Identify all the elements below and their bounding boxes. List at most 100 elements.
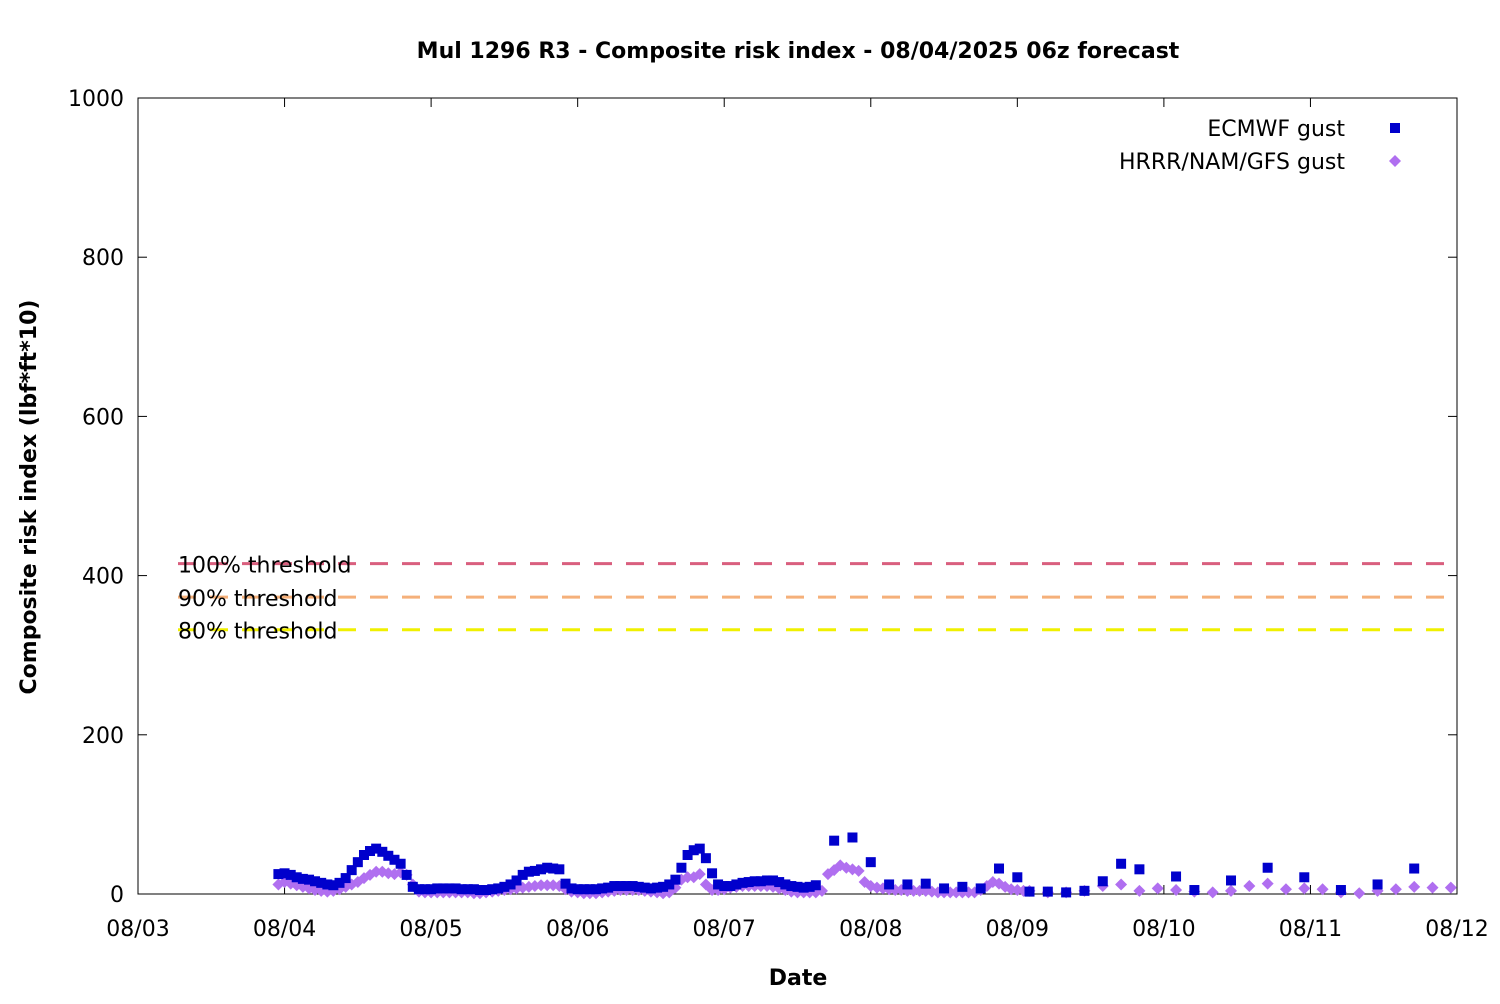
- ecmwf-point: [590, 884, 601, 895]
- ecmwf-point: [810, 880, 821, 891]
- y-tick-label: 1000: [68, 87, 124, 112]
- ecmwf-point: [407, 881, 418, 892]
- series-ecmwf: [273, 832, 1420, 898]
- hrrr-point: [1115, 878, 1128, 891]
- ecmwf-point: [340, 873, 351, 884]
- hrrr-point: [852, 864, 865, 877]
- ecmwf-point: [865, 857, 876, 868]
- hrrr-point: [541, 879, 554, 892]
- ecmwf-point: [725, 881, 736, 892]
- ecmwf-point: [310, 876, 321, 887]
- ecmwf-point: [1079, 885, 1090, 896]
- ecmwf-point: [1097, 876, 1108, 887]
- ecmwf-point: [676, 862, 687, 873]
- ecmwf-point: [719, 881, 730, 892]
- ecmwf-point: [371, 843, 382, 854]
- ecmwf-point: [364, 846, 375, 857]
- ecmwf-point: [1061, 887, 1072, 898]
- ecmwf-point: [768, 875, 779, 886]
- legend-marker: [1390, 123, 1400, 133]
- ecmwf-point: [499, 881, 510, 892]
- hrrr-point: [1316, 883, 1329, 896]
- hrrr-point: [1279, 883, 1292, 896]
- ecmwf-point: [731, 879, 742, 890]
- ecmwf-point: [273, 869, 284, 880]
- data-series: [272, 832, 1457, 900]
- ecmwf-point: [957, 881, 968, 892]
- hrrr-point: [1389, 883, 1402, 896]
- ecmwf-point: [297, 873, 308, 884]
- threshold-label: 90% threshold: [178, 587, 338, 612]
- x-tick-label: 08/09: [986, 917, 1049, 942]
- y-tick-label: 600: [82, 405, 124, 430]
- ecmwf-point: [584, 884, 595, 895]
- ecmwf-point: [603, 882, 614, 893]
- legend-label: HRRR/NAM/GFS gust: [1119, 150, 1345, 175]
- hrrr-point: [1151, 882, 1164, 895]
- y-tick-label: 0: [110, 883, 124, 908]
- ecmwf-point: [645, 883, 656, 894]
- ecmwf-point: [487, 884, 498, 895]
- ecmwf-point: [975, 883, 986, 894]
- ecmwf-point: [749, 876, 760, 887]
- ecmwf-point: [774, 877, 785, 888]
- ecmwf-point: [542, 862, 553, 873]
- ecmwf-point: [707, 868, 718, 879]
- ecmwf-point: [419, 884, 430, 895]
- ecmwf-point: [481, 885, 492, 896]
- hrrr-point: [1261, 877, 1274, 890]
- ecmwf-point: [548, 863, 559, 874]
- ecmwf-point: [322, 879, 333, 890]
- ecmwf-point: [1012, 872, 1023, 883]
- ecmwf-point: [383, 850, 394, 861]
- hrrr-point: [1243, 880, 1256, 893]
- hrrr-point: [535, 879, 548, 892]
- ecmwf-point: [279, 868, 290, 879]
- hrrr-point: [370, 865, 383, 878]
- ecmwf-point: [743, 877, 754, 888]
- hrrr-point: [1408, 880, 1421, 893]
- ecmwf-point: [902, 879, 913, 890]
- ecmwf-point: [615, 881, 626, 892]
- ecmwf-point: [1116, 858, 1127, 869]
- ecmwf-point: [413, 884, 424, 895]
- ecmwf-point: [511, 875, 522, 886]
- legend-label: ECMWF gust: [1207, 117, 1345, 142]
- ecmwf-point: [572, 884, 583, 895]
- x-tick-label: 08/11: [1279, 917, 1342, 942]
- y-tick-label: 800: [82, 246, 124, 271]
- ecmwf-point: [438, 883, 449, 894]
- x-tick-label: 08/07: [693, 917, 756, 942]
- ecmwf-point: [1262, 862, 1273, 873]
- hrrr-point: [1298, 882, 1311, 895]
- ecmwf-point: [1372, 879, 1383, 890]
- ecmwf-point: [474, 885, 485, 896]
- x-tick-label: 08/03: [106, 917, 169, 942]
- ecmwf-point: [792, 881, 803, 892]
- ecmwf-point: [462, 884, 473, 895]
- ecmwf-point: [804, 881, 815, 892]
- threshold-label: 80% threshold: [178, 620, 338, 645]
- ecmwf-point: [523, 866, 534, 877]
- x-tick-label: 08/12: [1425, 917, 1488, 942]
- ecmwf-point: [1042, 886, 1053, 897]
- x-tick-label: 08/06: [546, 917, 609, 942]
- x-tick-label: 08/10: [1132, 917, 1195, 942]
- ecmwf-point: [694, 843, 705, 854]
- ecmwf-point: [536, 864, 547, 875]
- hrrr-point: [1225, 884, 1238, 897]
- ecmwf-point: [377, 846, 388, 857]
- ecmwf-point: [554, 864, 565, 875]
- ecmwf-point: [786, 881, 797, 892]
- legend-marker: [1389, 155, 1401, 167]
- hrrr-point: [1444, 881, 1457, 894]
- hrrr-point: [681, 871, 694, 884]
- ecmwf-point: [780, 879, 791, 890]
- ecmwf-point: [920, 878, 931, 889]
- ecmwf-point: [426, 884, 437, 895]
- ecmwf-point: [1226, 875, 1237, 886]
- ecmwf-point: [621, 881, 632, 892]
- ecmwf-point: [994, 863, 1005, 874]
- ecmwf-point: [1024, 886, 1035, 897]
